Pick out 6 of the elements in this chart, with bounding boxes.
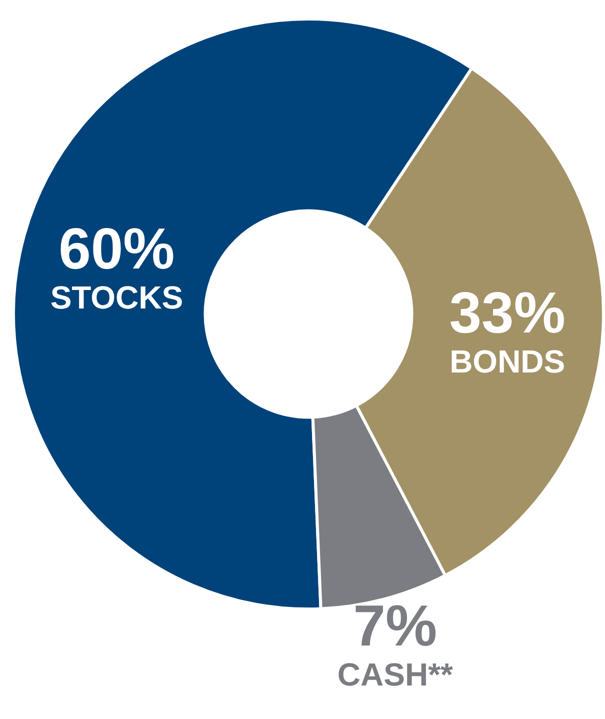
data-label: 60%	[58, 216, 175, 282]
slice-label: STOCKS	[50, 279, 184, 316]
slice-label: CASH**	[337, 656, 454, 693]
data-label: 7%	[353, 594, 438, 659]
slice-label: BONDS	[450, 343, 566, 380]
data-label: 33%	[449, 280, 566, 346]
